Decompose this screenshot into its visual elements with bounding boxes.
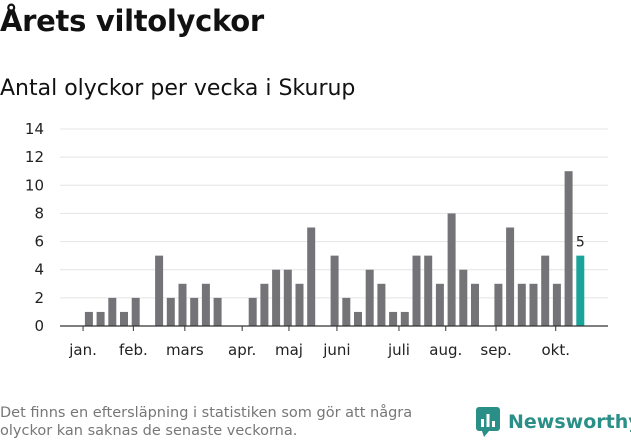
bar	[541, 255, 550, 326]
bars	[84, 171, 585, 326]
y-tick-label: 10	[25, 176, 44, 194]
bar	[506, 227, 515, 326]
x-tick-label: juni	[322, 341, 350, 359]
x-tick-label: maj	[275, 341, 303, 359]
y-tick-label: 4	[34, 261, 44, 279]
bar	[412, 255, 421, 326]
bar	[389, 311, 398, 326]
gridlines	[60, 128, 608, 299]
bar	[272, 269, 281, 326]
bar	[178, 283, 187, 326]
data-label: 5	[576, 235, 585, 251]
bar	[295, 283, 304, 326]
y-tick-label: 12	[25, 148, 44, 166]
bar	[365, 269, 374, 326]
y-axis-ticks: 0 2 4 6 8 10 12 14	[25, 120, 44, 335]
bar	[564, 171, 573, 326]
bar	[260, 283, 269, 326]
bar	[248, 297, 257, 326]
bar	[494, 283, 503, 326]
x-tick-label: jan.	[68, 341, 97, 359]
y-tick-label: 2	[34, 289, 44, 307]
bar	[213, 297, 222, 326]
bar	[330, 255, 339, 326]
data-labels: 5	[576, 235, 585, 251]
chart-subtitle: Antal olyckor per vecka i Skurup	[0, 76, 356, 101]
newsworthy-logo-icon	[476, 407, 500, 437]
bar	[120, 311, 128, 326]
bar	[283, 269, 292, 326]
newsworthy-logo[interactable]: Newsworthy	[476, 407, 631, 437]
bar	[342, 297, 351, 326]
chart-title: Årets viltolyckor	[0, 4, 264, 38]
bar	[131, 297, 140, 326]
x-tick-label: mars	[166, 341, 204, 359]
bar	[552, 283, 561, 326]
bar	[108, 297, 117, 326]
bar	[84, 311, 93, 326]
bar-chart: 0 2 4 6 8 10 12 14 jan. feb. mars apr. maj juni juli a…	[25, 120, 608, 359]
bar	[517, 283, 526, 326]
y-tick-label: 8	[34, 204, 44, 222]
y-tick-label: 6	[34, 233, 44, 251]
bar	[155, 255, 164, 326]
x-tick-label: aug.	[429, 341, 462, 359]
x-axis-month-labels: jan. feb. mars apr. maj juni juli aug. sep. okt.	[68, 341, 570, 359]
y-tick-label: 0	[34, 317, 44, 335]
x-tick-label: sep.	[480, 341, 511, 359]
bar	[459, 269, 468, 326]
bar	[354, 311, 362, 326]
bar	[435, 283, 444, 326]
bar	[400, 311, 409, 326]
bar	[201, 283, 210, 326]
footnote: Det finns en eftersläpning i statistiken…	[0, 405, 413, 439]
bar	[166, 297, 175, 326]
x-tick-label: okt.	[541, 341, 570, 359]
x-axis	[60, 325, 608, 331]
bar	[96, 311, 105, 326]
bar	[471, 283, 479, 326]
bar	[377, 283, 386, 326]
bar	[447, 213, 456, 326]
x-tick-label: juli	[387, 341, 410, 359]
y-tick-label: 14	[25, 120, 44, 138]
bar	[190, 297, 199, 326]
x-tick-label: apr.	[228, 341, 256, 359]
bar	[307, 227, 316, 326]
x-tick-label: feb.	[119, 341, 148, 359]
newsworthy-logo-text: Newsworthy	[508, 411, 631, 433]
bar	[424, 255, 433, 326]
bar-highlight	[576, 255, 585, 326]
bar	[529, 283, 538, 326]
